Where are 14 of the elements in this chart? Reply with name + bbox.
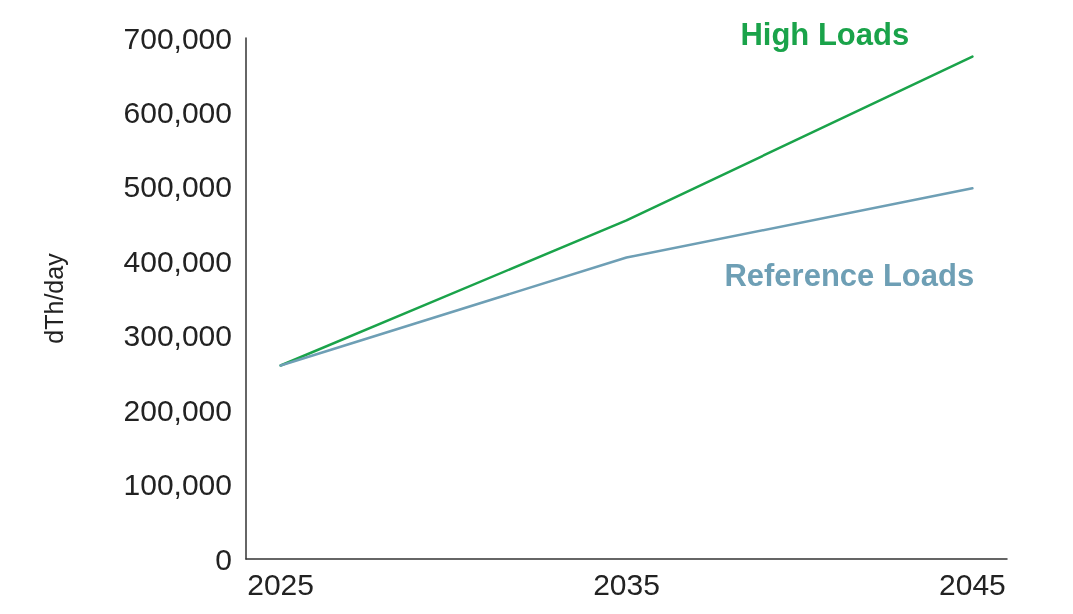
- series-label: High Loads: [740, 17, 910, 53]
- x-tick-label: 2045: [939, 567, 1006, 601]
- y-tick-label: 300,000: [123, 319, 232, 353]
- y-tick-label: 400,000: [123, 244, 232, 278]
- y-tick-label: 700,000: [123, 21, 232, 55]
- y-tick-label: 600,000: [123, 95, 232, 129]
- y-tick-label: 500,000: [123, 170, 232, 204]
- x-tick-label: 2035: [593, 567, 660, 601]
- y-axis-title: dTh/day: [39, 252, 68, 344]
- series-label: Reference Loads: [724, 257, 975, 293]
- y-tick-label: 100,000: [123, 468, 232, 502]
- y-tick-label: 0: [215, 542, 232, 576]
- x-tick-label: 2025: [247, 567, 314, 601]
- y-tick-label: 200,000: [123, 393, 232, 427]
